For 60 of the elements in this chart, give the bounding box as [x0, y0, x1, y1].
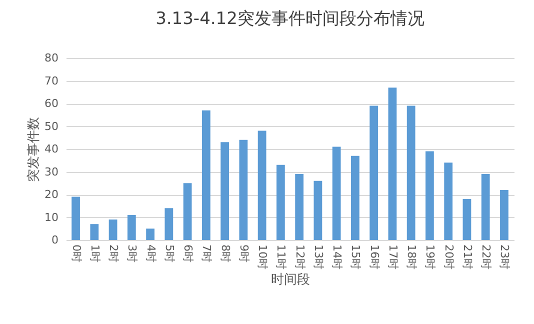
y-tick-label: 60 — [44, 97, 58, 110]
y-tick-label: 0 — [52, 234, 58, 246]
bar — [164, 208, 174, 240]
bar — [202, 110, 210, 240]
x-tick-label: 15时 — [349, 244, 362, 270]
bar — [183, 183, 192, 240]
x-tick-label: 18时 — [405, 244, 418, 270]
bar — [370, 106, 378, 240]
bar — [388, 88, 397, 240]
bar — [500, 190, 508, 240]
bar — [146, 228, 154, 240]
x-tick-label: 17时 — [386, 244, 400, 270]
y-tick-label: 50 — [44, 120, 58, 133]
bar — [295, 174, 304, 240]
x-tick-label: 21时 — [460, 244, 474, 270]
bar — [444, 162, 453, 240]
y-tick-label: 10 — [44, 210, 58, 224]
y-tick-label: 30 — [44, 165, 58, 178]
x-tick-label: 4时 — [144, 244, 158, 262]
y-axis-title: 突发事件数 — [26, 117, 42, 182]
x-tick-label: 10时 — [256, 244, 270, 270]
bar — [481, 174, 490, 240]
x-tick-label: 22时 — [480, 244, 493, 270]
bar — [90, 224, 99, 240]
bar — [332, 146, 341, 240]
bar — [314, 180, 322, 240]
y-tick-label: 20 — [44, 188, 58, 201]
x-tick-label: 16时 — [368, 244, 381, 270]
bar — [351, 156, 360, 240]
x-tick-label: 13时 — [312, 244, 325, 270]
x-axis-title: 时间段 — [271, 272, 310, 288]
bar — [72, 196, 80, 240]
bar — [127, 214, 136, 240]
bar — [108, 220, 118, 240]
x-tick-label: 5时 — [162, 244, 176, 262]
x-tick-label: 2时 — [107, 244, 120, 262]
x-tick-label: 14时 — [330, 244, 344, 270]
x-tick-label: 8时 — [218, 244, 232, 262]
bar — [220, 142, 229, 240]
y-tick-label: 40 — [44, 142, 58, 156]
x-tick-label: 7时 — [200, 244, 214, 262]
bar — [258, 130, 266, 240]
bar — [276, 164, 285, 240]
bar — [406, 106, 416, 240]
x-tick-label: 1时 — [88, 244, 102, 262]
bar — [426, 151, 434, 240]
x-tick-label: 20时 — [442, 244, 456, 270]
x-tick-label: 23时 — [498, 244, 512, 270]
x-tick-label: 9时 — [237, 244, 250, 262]
x-tick-label: 6时 — [182, 244, 195, 262]
chart-title: 3.13-4.12突发事件时间段分布情况 — [156, 9, 424, 29]
bar — [239, 140, 248, 240]
x-tick-label: 11时 — [274, 244, 288, 270]
x-tick-label: 0时 — [70, 244, 83, 262]
x-tick-label: 3时 — [126, 244, 139, 262]
y-tick-label: 80 — [44, 52, 58, 64]
bar — [462, 199, 472, 240]
y-tick-label: 70 — [44, 74, 58, 88]
x-tick-label: 19时 — [424, 244, 437, 270]
x-tick-label: 12时 — [293, 244, 306, 270]
